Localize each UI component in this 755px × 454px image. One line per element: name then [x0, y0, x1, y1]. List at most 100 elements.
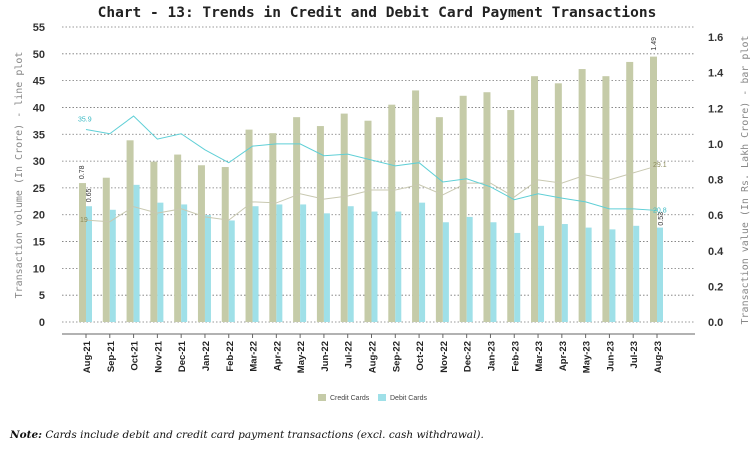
bar-debit-Jan-22: [204, 215, 211, 322]
bar-debit-Mar-23: [538, 225, 545, 322]
bar-credit-Sep-22: [388, 104, 396, 322]
legend: Credit Cards Debit Cards: [318, 394, 427, 402]
bar-debit-Oct-22: [419, 202, 426, 322]
bar-debit-Feb-22: [228, 220, 235, 322]
x-tick-label: Apr-22: [272, 341, 283, 371]
label-credit-line-first: 19: [80, 217, 88, 224]
bar-credit-Jan-22: [197, 165, 205, 322]
bar-credit-Apr-22: [269, 133, 277, 322]
bar-debit-Nov-21: [157, 202, 164, 322]
left-axis-label: Transaction volume (In Crore) - line plo…: [14, 52, 25, 299]
right-tick-label: 1.6: [708, 32, 723, 44]
bar-credit-Nov-21: [150, 161, 158, 322]
bar-debit-Jul-23: [633, 225, 640, 322]
bar-credit-Jun-22: [316, 126, 324, 322]
x-tick-label: Aug-21: [82, 340, 93, 373]
bar-credit-Dec-22: [459, 95, 467, 322]
x-tick-label: Jan-23: [486, 341, 497, 371]
bar-credit-Apr-23: [554, 83, 562, 322]
bar-credit-Feb-23: [507, 110, 515, 322]
bar-credit-Jul-23: [626, 61, 634, 322]
x-tick-label: Dec-21: [177, 340, 188, 372]
x-tick-label: Dec-22: [463, 341, 474, 372]
label-credit-bar-first: 0.78: [79, 165, 86, 179]
line-credit: [85, 165, 658, 223]
right-tick-label: 0.8: [708, 175, 723, 187]
label-credit-line-last: 29.1: [653, 162, 667, 169]
bar-debit-Dec-22: [466, 216, 473, 322]
bar-debit-Mar-22: [252, 206, 259, 322]
left-tick-label: 10: [33, 263, 45, 275]
left-tick-label: 30: [33, 156, 45, 168]
line-debit: [85, 115, 658, 211]
x-tick-label: Mar-22: [249, 341, 260, 372]
bar-credit-Aug-23: [650, 56, 657, 322]
right-tick-label: 0.0: [708, 317, 723, 329]
left-tick-label: 35: [33, 129, 45, 141]
left-tick-label: 40: [33, 102, 45, 114]
right-axis-label: Transaction value (In Rs. Lakh Crore) - …: [740, 36, 751, 325]
x-tick-label: Jul-23: [629, 341, 640, 368]
left-tick-label: 25: [33, 183, 45, 195]
x-tick-label: Nov-21: [153, 340, 164, 372]
bar-debit-Apr-22: [276, 204, 283, 322]
bar-debit-Jul-22: [347, 206, 354, 322]
label-debit-line-last: 20.8: [653, 207, 667, 214]
right-tick-label: 0.6: [708, 210, 723, 222]
bar-credit-Jan-23: [483, 92, 491, 322]
bar-debit-Apr-23: [561, 224, 568, 322]
left-tick-label: 45: [33, 76, 45, 88]
label-credit-bar-last: 1.49: [651, 37, 658, 51]
left-tick-label: 5: [39, 290, 45, 302]
note-text: Cards include debit and credit card paym…: [42, 429, 484, 441]
x-tick-label: Apr-23: [558, 341, 569, 371]
bar-debit-Feb-23: [514, 232, 521, 322]
x-tick-label: Oct-22: [415, 341, 426, 371]
x-tick-label: Sep-22: [391, 341, 402, 372]
x-tick-label: Jul-22: [344, 341, 355, 368]
legend-credit: Credit Cards: [330, 395, 370, 402]
bar-debit-Aug-22: [371, 211, 378, 322]
bar-credit-Nov-22: [435, 117, 443, 322]
x-tick-label: Jan-22: [201, 341, 212, 371]
bar-debit-May-23: [585, 227, 592, 322]
x-tick-label: Jun-23: [605, 341, 616, 372]
x-tick-label: Nov-22: [439, 341, 450, 373]
bar-debit-Sep-21: [109, 209, 116, 322]
bar-debit-May-22: [300, 204, 307, 322]
bar-debit-Oct-21: [133, 184, 140, 322]
bar-debit-Jun-22: [323, 213, 330, 322]
bar-credit-May-22: [293, 117, 301, 322]
bar-credit-Sep-21: [102, 177, 110, 322]
right-tick-label: 1.4: [708, 68, 724, 80]
x-tick-label: Oct-21: [130, 340, 141, 370]
left-tick-label: 50: [33, 49, 45, 61]
chart-title: Chart - 13: Trends in Credit and Debit C…: [98, 5, 657, 21]
bar-credit-Aug-21: [79, 183, 86, 322]
x-tick-label: Feb-23: [510, 341, 521, 372]
bar-credit-Mar-23: [531, 76, 539, 322]
left-tick-label: 15: [33, 237, 45, 249]
right-tick-label: 1.2: [708, 103, 723, 115]
label-debit-bar-last: 0.53: [658, 212, 665, 226]
bar-credit-Feb-22: [221, 167, 229, 322]
x-tick-label: Sep-21: [106, 340, 117, 372]
x-tick-label: Mar-23: [534, 341, 545, 372]
bar-credit-Oct-22: [412, 90, 420, 322]
bar-credit-May-23: [578, 69, 586, 322]
x-tick-label: Aug-23: [653, 341, 664, 373]
bar-credit-Mar-22: [245, 129, 253, 322]
right-tick-label: 0.2: [708, 281, 723, 293]
legend-debit: Debit Cards: [390, 395, 427, 402]
x-tick-label: Aug-22: [368, 341, 379, 373]
label-debit-line-first: 35.9: [78, 116, 92, 123]
x-tick-label: Feb-22: [225, 341, 236, 372]
right-tick-label: 1.0: [708, 139, 723, 151]
bar-credit-Jun-23: [602, 76, 610, 322]
bar-credit-Aug-22: [364, 120, 372, 322]
left-tick-label: 55: [33, 22, 45, 34]
label-debit-bar-first: 0.65: [86, 188, 93, 202]
bar-credit-Oct-21: [126, 140, 134, 322]
bar-debit-Dec-21: [181, 204, 188, 322]
bar-debit-Sep-22: [395, 211, 402, 322]
